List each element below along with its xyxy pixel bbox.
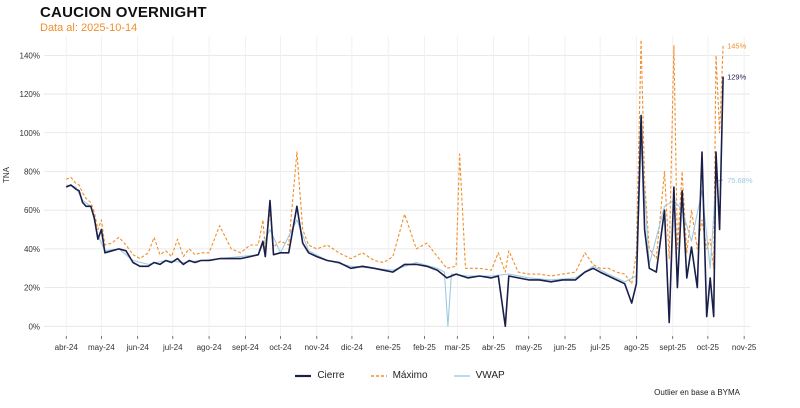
legend-item-vwap[interactable]: VWAP [453, 370, 505, 381]
x-tick-label: jul-24 [162, 343, 183, 352]
chart-title: CAUCION OVERNIGHT [40, 4, 207, 21]
x-tick-label: dic-24 [341, 343, 363, 352]
chart-subtitle: Data al: 2025-10-14 [40, 22, 138, 34]
x-tick-label: sept-24 [232, 343, 259, 352]
end-label-vwap: 75.68% [727, 176, 753, 185]
x-tick-label: ago-24 [197, 343, 222, 352]
x-tick-label: abr-25 [482, 343, 506, 352]
legend: Cierre Máximo VWAP [0, 370, 800, 381]
y-tick-label: 140% [20, 51, 40, 60]
x-tick-label: may-24 [88, 343, 115, 352]
legend-swatch-vwap [453, 374, 470, 377]
legend-label-cierre: Cierre [317, 370, 345, 381]
series-line-vwap [66, 141, 724, 327]
x-tick-label: nov-25 [732, 343, 757, 352]
x-tick-label: jun-24 [126, 343, 150, 352]
x-tick-label: ago-25 [624, 343, 649, 352]
legend-item-maximo[interactable]: Máximo [370, 370, 428, 381]
legend-swatch-maximo [370, 374, 387, 377]
series-line-maximo [65, 39, 724, 285]
chart-caption: Outlier en base a BYMA [654, 388, 740, 397]
y-tick-label: 120% [20, 90, 40, 99]
x-tick-label: jun-25 [553, 343, 577, 352]
y-tick-label: 20% [24, 284, 40, 293]
x-tick-label: mar-25 [445, 343, 471, 352]
grid-lines [44, 36, 750, 336]
legend-label-maximo: Máximo [392, 370, 428, 381]
x-tick-label: nov-24 [305, 343, 330, 352]
legend-item-cierre[interactable]: Cierre [295, 370, 345, 381]
x-tick-label: jul-25 [589, 343, 610, 352]
end-label-cierre: 129% [727, 73, 747, 82]
end-labels: 129% 145% 75.68% [727, 42, 753, 185]
x-tick-label: oct-24 [269, 343, 292, 352]
y-tick-label: 60% [24, 206, 40, 215]
y-tick-label: 0% [28, 322, 40, 331]
legend-label-vwap: VWAP [475, 370, 505, 381]
x-tick-label: oct-25 [697, 343, 720, 352]
y-axis-ticks: 0% 20% 40% 60% 80% 100% 120% 140% [20, 51, 40, 331]
x-tick-label: feb-25 [413, 343, 436, 352]
x-tick-label: abr-24 [55, 343, 79, 352]
x-axis-ticks: abr-24 may-24 jun-24 jul-24 ago-24 sept-24 oct… [55, 336, 757, 352]
end-label-maximo: 145% [727, 42, 747, 51]
x-tick-label: sept-25 [659, 343, 686, 352]
series-lines [65, 39, 724, 328]
y-tick-label: 80% [24, 167, 40, 176]
y-tick-label: 40% [24, 245, 40, 254]
y-tick-label: 100% [20, 129, 40, 138]
x-tick-label: ene-25 [376, 343, 401, 352]
legend-swatch-cierre [295, 374, 312, 377]
series-line-cierre [65, 76, 724, 328]
x-tick-label: may-25 [515, 343, 542, 352]
